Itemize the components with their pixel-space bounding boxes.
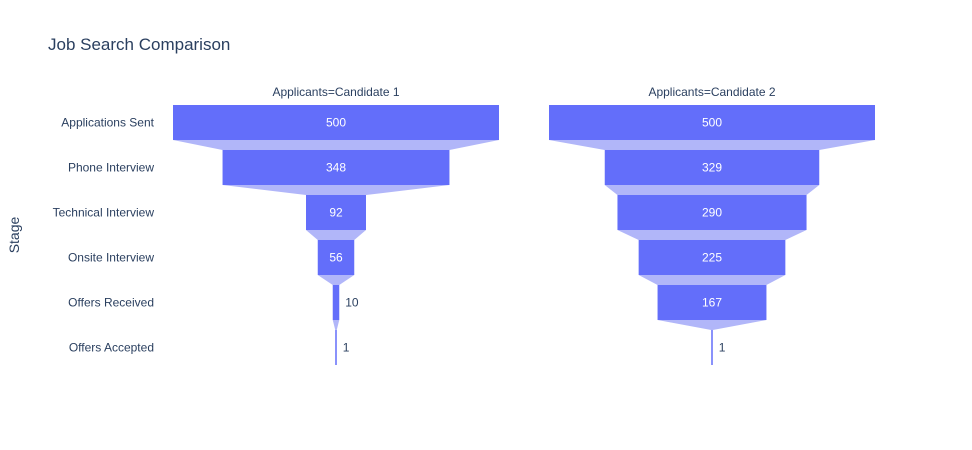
funnel-bar — [617, 195, 807, 230]
data-label: 1 — [719, 341, 726, 355]
data-label: 56 — [329, 251, 343, 265]
funnel-bar — [638, 240, 786, 275]
data-label: 290 — [702, 206, 722, 220]
funnel-connector — [604, 185, 820, 195]
funnel-bar — [604, 150, 820, 185]
funnel-panels: Applicants=Candidate 15003489256101Appli… — [173, 85, 875, 365]
data-label: 225 — [702, 251, 722, 265]
y-tick-label: Phone Interview — [68, 161, 154, 175]
funnel-panel: Applicants=Candidate 2 500 329 290 225 167 1 — [549, 85, 875, 365]
funnel-connector — [317, 275, 355, 285]
funnel-bar — [657, 285, 767, 320]
data-label: 329 — [702, 161, 722, 175]
facet-label: Applicants=Candidate 1 — [272, 85, 399, 99]
facet-label: Applicants=Candidate 2 — [648, 85, 775, 99]
funnel-panel: Applicants=Candidate 1 500 348 92 56 10 1 — [173, 85, 499, 365]
y-tick-label: Applications Sent — [61, 116, 154, 130]
funnel-bar — [317, 240, 355, 275]
funnel-bar — [549, 105, 875, 140]
funnel-bar — [332, 285, 340, 320]
y-axis-ticks: Applications Sent Phone Interview Technica… — [53, 116, 155, 355]
chart-title: Job Search Comparison — [48, 35, 230, 54]
data-label: 10 — [345, 296, 359, 310]
y-axis-title: Stage — [6, 216, 22, 253]
data-label: 167 — [702, 296, 722, 310]
funnel-connector — [549, 140, 875, 150]
funnel-connector — [657, 320, 767, 330]
y-tick-label: Technical Interview — [53, 206, 155, 220]
funnel-bar — [222, 150, 450, 185]
funnel-connector — [617, 230, 807, 240]
funnel-connector — [306, 230, 366, 240]
funnel-connector — [332, 320, 340, 330]
y-tick-label: Onsite Interview — [68, 251, 154, 265]
funnel-bar — [711, 330, 713, 365]
funnel-connector — [173, 140, 499, 150]
funnel-bar — [306, 195, 366, 230]
funnel-bar — [335, 330, 337, 365]
funnel-bar — [173, 105, 499, 140]
funnel-connector — [638, 275, 786, 285]
data-label: 1 — [343, 341, 350, 355]
data-label: 92 — [329, 206, 343, 220]
data-label: 500 — [702, 116, 722, 130]
data-label: 500 — [326, 116, 346, 130]
y-tick-label: Offers Accepted — [69, 341, 154, 355]
data-label: 348 — [326, 161, 346, 175]
y-tick-label: Offers Received — [68, 296, 154, 310]
funnel-connector — [222, 185, 450, 195]
